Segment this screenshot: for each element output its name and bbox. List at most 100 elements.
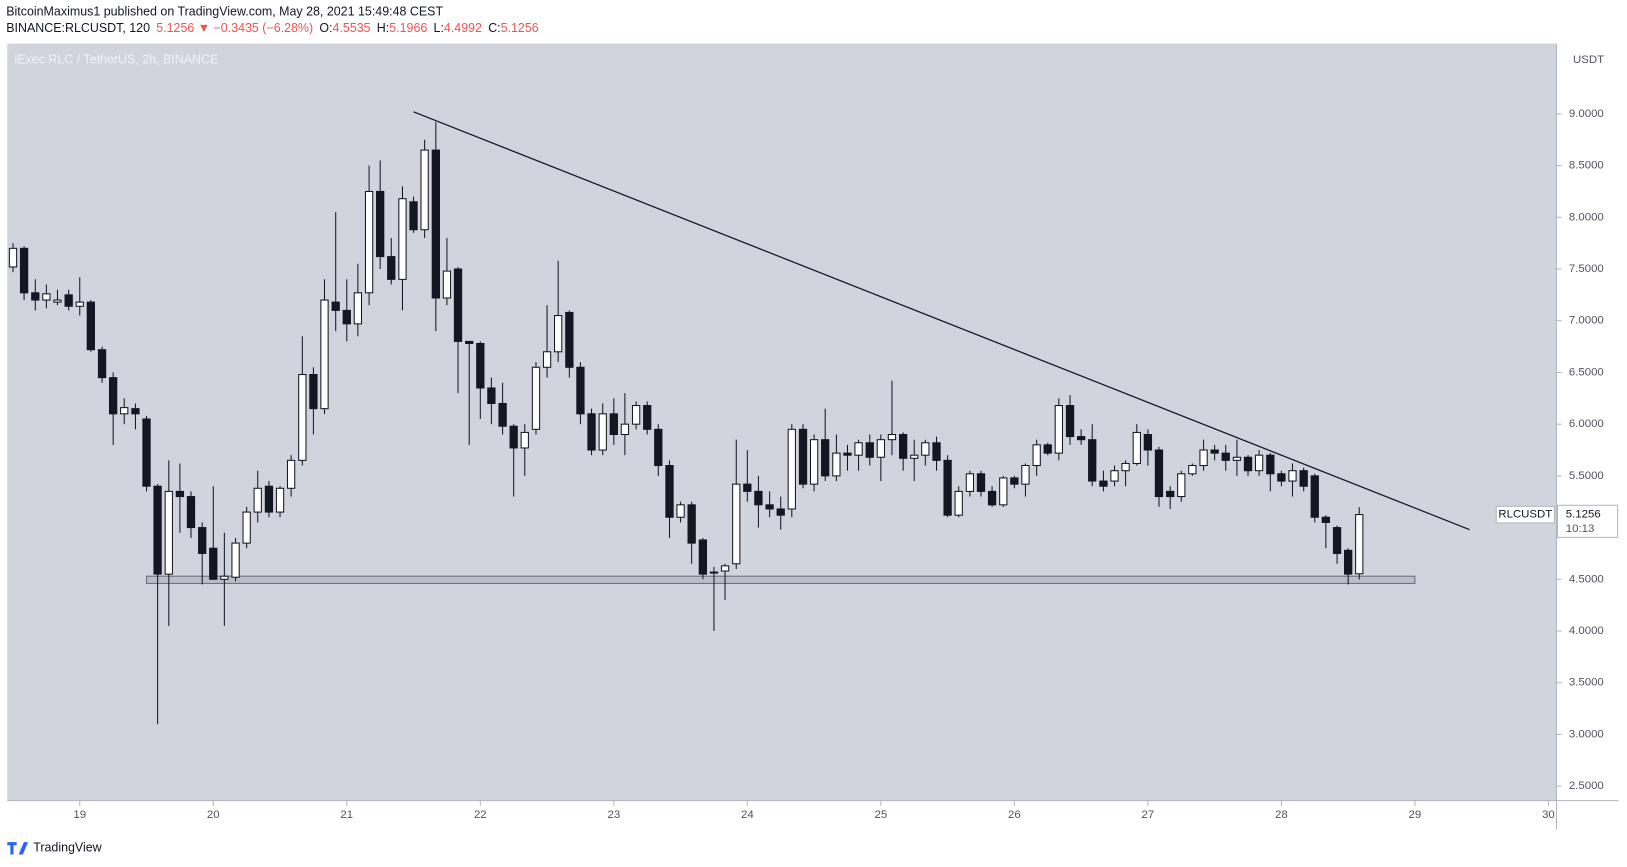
footer-brand: TradingView: [33, 841, 102, 855]
candle-body: [887, 433, 897, 441]
candle-body: [676, 504, 685, 518]
candle-body: [654, 428, 663, 467]
candle-body: [843, 452, 852, 456]
candle-body: [108, 377, 118, 415]
y-tick-label: 4.5000: [1569, 573, 1604, 585]
candle-body: [253, 487, 262, 513]
candle-body: [476, 342, 485, 389]
candle-body: [353, 292, 363, 325]
candle-body: [164, 490, 173, 575]
plot-area: [7, 43, 1557, 801]
candle-body: [97, 349, 107, 379]
candle-body: [487, 387, 496, 404]
candle-body: [431, 149, 440, 299]
y-tick-label: 5.5000: [1569, 470, 1604, 482]
y-tick-label: 9.0000: [1569, 108, 1604, 120]
candle-body: [75, 301, 84, 307]
candle-body: [153, 485, 162, 575]
candle-body: [1299, 470, 1308, 487]
candle-body: [1154, 449, 1164, 498]
candle-body: [1021, 465, 1030, 485]
candle-body: [899, 433, 908, 459]
candle-body: [832, 452, 841, 477]
author-line: BitcoinMaximus1 published on TradingView…: [6, 5, 443, 19]
candle-body: [142, 418, 151, 487]
candle-body: [687, 504, 696, 544]
x-tick-label: 23: [607, 809, 620, 821]
candle-body: [976, 473, 986, 492]
candle-body: [821, 439, 830, 477]
candle-body: [1277, 473, 1286, 482]
candle-body: [398, 198, 407, 280]
candle-body: [376, 190, 385, 258]
candle-body: [943, 459, 952, 516]
candle-body: [798, 428, 808, 485]
candle-body: [1166, 490, 1175, 498]
candle-body: [1177, 473, 1186, 498]
candle-body: [1266, 454, 1275, 475]
price-tag-value: 5.1256: [1566, 509, 1601, 521]
candle-body: [565, 311, 574, 368]
x-tick-label: 30: [1542, 809, 1555, 821]
candle-body: [787, 428, 796, 510]
candle-body: [665, 465, 674, 518]
candle-body: [754, 490, 763, 506]
candle-body: [465, 340, 474, 345]
x-tick-label: 25: [875, 809, 888, 821]
symbol-line: BINANCE:RLCUSDT, 120 5.1256 ▼ −0.3435 (−6…: [6, 21, 539, 35]
candle-body: [509, 425, 518, 449]
candle-body: [999, 477, 1008, 506]
candle-body: [209, 547, 218, 580]
candle-body: [1088, 439, 1097, 482]
trendline: [413, 111, 1470, 531]
candle-body: [620, 423, 630, 436]
candle-body: [309, 373, 318, 410]
candle-body: [1310, 475, 1319, 518]
candle-body: [19, 247, 29, 294]
candle-body: [387, 256, 396, 280]
y-tick-label: 6.0000: [1569, 418, 1604, 430]
x-tick-label: 29: [1409, 809, 1422, 821]
candle-body: [198, 527, 207, 554]
candle-body: [876, 439, 886, 458]
y-tick-label: 3.0000: [1569, 728, 1604, 740]
support-zone: [146, 575, 1416, 584]
y-tick-label: 2.5000: [1569, 780, 1604, 792]
price-change: 5.1256 ▼ −0.3435 (−6.28%): [156, 21, 313, 35]
footer-logo: [7, 842, 29, 855]
ohlc-value: 5.1966: [389, 21, 427, 35]
y-tick-label: 3.5000: [1569, 677, 1604, 689]
candle-body: [231, 542, 240, 578]
candle-body: [1344, 549, 1353, 575]
candle-body: [1332, 527, 1342, 554]
candle-body: [298, 373, 307, 461]
candle-body: [865, 442, 874, 458]
candle-body: [86, 301, 95, 351]
candle-body: [776, 508, 785, 516]
ohlc-label: O:: [319, 21, 332, 35]
candle-body: [53, 299, 62, 303]
chart-title: iExec RLC / TetherUS, 2h, BINANCE: [15, 52, 219, 66]
candle-body: [1243, 456, 1253, 472]
ohlc-label: C:: [488, 21, 500, 35]
candle-body: [8, 247, 18, 268]
candle-body: [120, 407, 129, 415]
x-tick-label: 20: [207, 809, 220, 821]
candle-body: [1065, 405, 1075, 438]
y-tick-label: 8.0000: [1569, 211, 1604, 223]
candle-body: [553, 315, 563, 353]
candle-body: [1032, 444, 1041, 467]
candle-body: [520, 431, 529, 449]
candle-body: [965, 473, 975, 492]
candle-body: [320, 299, 329, 410]
price-tag-countdown: 10:13: [1566, 523, 1595, 535]
symbol-chip: [1495, 505, 1555, 524]
candle-body: [732, 483, 741, 565]
candle-body: [1288, 470, 1297, 482]
y-tick-label: 4.0000: [1569, 625, 1604, 637]
x-tick-label: 19: [73, 809, 86, 821]
candle-body: [1099, 480, 1108, 487]
candle-body: [921, 442, 930, 456]
candle-body: [531, 366, 541, 430]
